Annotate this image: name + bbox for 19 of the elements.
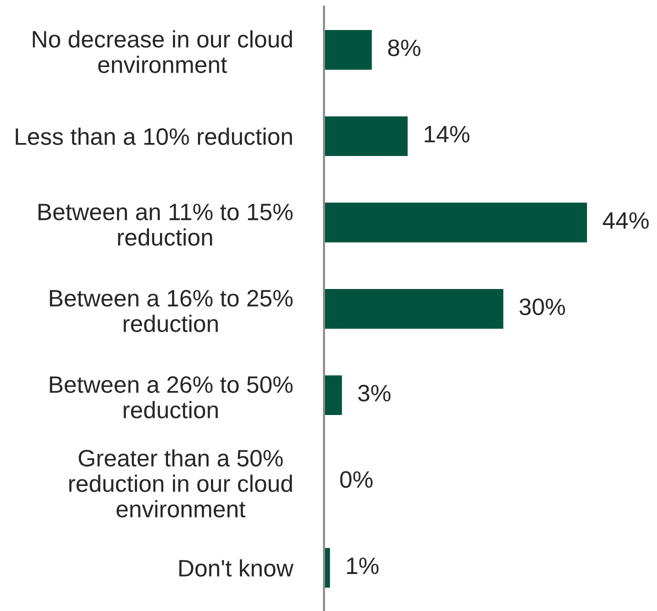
bar [324,116,408,156]
y-tick-label: Don't know [179,559,294,577]
data-label: 8% [388,39,420,56]
bar [324,202,587,242]
data-label: 3% [358,384,390,402]
data-label: 14% [424,126,470,142]
data-label: 30% [519,298,566,316]
y-tick-label: Between a 26% to 50% reduction [50,376,293,418]
y-tick-label: Between a 16% to 25% reduction [50,290,293,332]
bar [324,375,342,416]
bar [324,30,372,70]
data-label: 44% [602,212,649,229]
y-tick-label: Greater than a 50% reduction in our cloud environment [69,449,292,518]
bar [324,288,504,329]
y-tick-label: No decrease in our cloud environment [32,30,292,74]
data-label: 1% [347,558,379,574]
data-label: 0% [340,471,373,488]
y-tick-label: Between an 11% to 15% reduction [38,204,293,246]
y-tick-label: Less than a 10% reduction [16,128,292,145]
